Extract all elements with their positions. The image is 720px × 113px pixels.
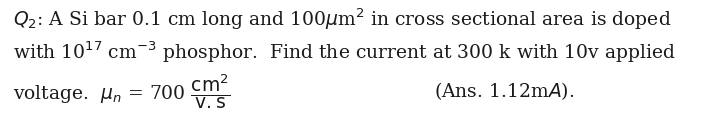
Text: voltage.  $\mu_n$ = 700 $\dfrac{\mathrm{cm}^2}{\mathrm{v.s}}$: voltage. $\mu_n$ = 700 $\dfrac{\mathrm{c…	[13, 72, 230, 110]
Text: with 10$^{17}$ cm$^{-3}$ phosphor.  Find the current at 300 k with 10v applied: with 10$^{17}$ cm$^{-3}$ phosphor. Find …	[13, 39, 676, 64]
Text: (Ans. 1.12m$A$).: (Ans. 1.12m$A$).	[434, 80, 575, 101]
Text: $Q_2$: A Si bar 0.1 cm long and 100$\mu$m$^2$ in cross sectional area is doped: $Q_2$: A Si bar 0.1 cm long and 100$\mu$…	[13, 7, 672, 32]
